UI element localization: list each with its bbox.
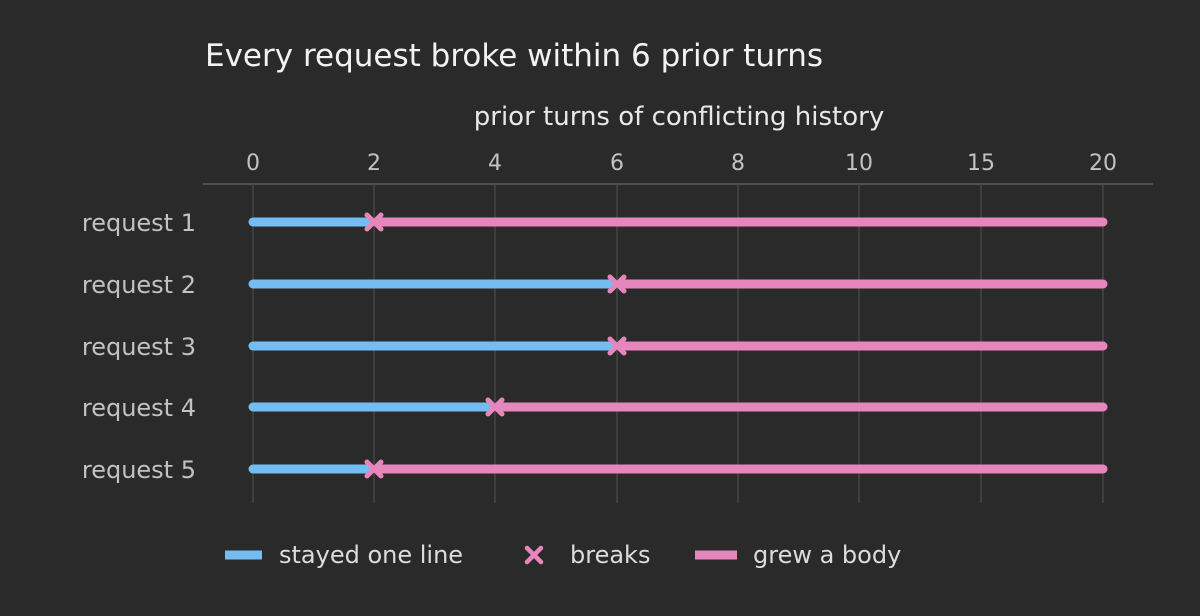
row-label: request 1 [82,209,196,237]
x-tick-labels: 0 2 4 6 8 10 15 20 [246,151,1117,176]
break-marker-x-icon [607,274,627,294]
bars [248,217,1108,474]
x-tick-label: 8 [731,151,745,176]
legend-swatch-breaks-x-icon [524,545,544,565]
break-marker-stroke [364,212,384,232]
x-tick-label: 4 [488,151,502,176]
legend: stayed one line breaks grew a body [225,541,901,569]
break-marker-x-icon [364,212,384,232]
x-axis-label: prior turns of conflicting history [474,102,884,132]
break-marker-x-icon [364,459,384,479]
x-tick-label: 15 [967,151,995,176]
row-label: request 2 [82,271,196,299]
row-label: request 4 [82,394,196,422]
x-tick-label: 2 [367,151,381,176]
legend-label-grew: grew a body [753,541,901,569]
break-marker-stroke [607,336,627,356]
chart-title: Every request broke within 6 prior turns [205,38,823,74]
break-marker-stroke [485,397,505,417]
row-label: request 3 [82,333,196,361]
legend-item-breaks: breaks [524,541,650,569]
legend-label-stayed: stayed one line [279,541,463,569]
break-marker-stroke [364,459,384,479]
break-marker-x-icon [607,336,627,356]
x-tick-label: 0 [246,151,260,176]
legend-label-breaks: breaks [570,541,650,569]
x-tick-label: 6 [610,151,624,176]
legend-item-grew: grew a body [695,541,901,569]
break-marker-stroke [607,274,627,294]
row-label: request 5 [82,456,196,484]
row-labels: request 1 request 2 request 3 request 4 requ… [82,209,196,484]
x-tick-label: 10 [845,151,873,176]
legend-item-stayed: stayed one line [225,541,463,569]
break-marker-x-icon [485,397,505,417]
break-markers [364,212,627,479]
x-tick-label: 20 [1089,151,1117,176]
